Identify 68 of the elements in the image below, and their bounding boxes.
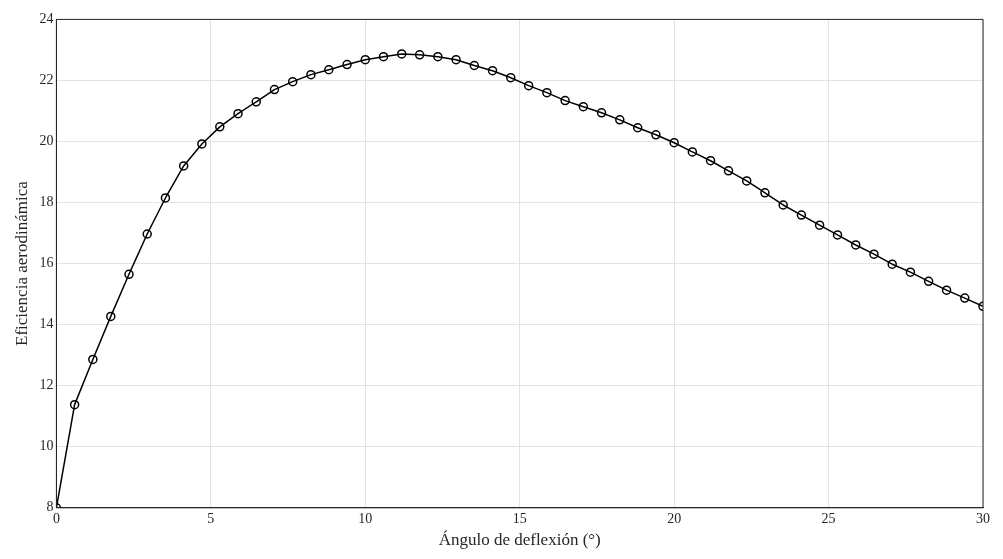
point xyxy=(832,230,843,240)
point xyxy=(741,176,752,186)
y-tick-label: 8 xyxy=(46,499,54,515)
point xyxy=(215,122,225,132)
x-tick-label: 20 xyxy=(667,510,682,526)
x-tick-label: 15 xyxy=(512,510,527,526)
point xyxy=(651,130,661,140)
y-tick-label: 16 xyxy=(39,255,54,271)
point xyxy=(560,95,570,106)
point xyxy=(69,399,80,410)
point xyxy=(905,267,916,277)
y-tick-label: 10 xyxy=(39,438,54,454)
y-tick-label: 14 xyxy=(39,316,54,332)
point xyxy=(723,166,734,176)
point xyxy=(160,193,171,203)
point xyxy=(778,200,788,210)
y-tick-label: 18 xyxy=(39,194,54,210)
point xyxy=(106,311,116,322)
point xyxy=(796,210,807,220)
point xyxy=(360,54,371,65)
point xyxy=(433,51,443,62)
point xyxy=(269,84,280,95)
point xyxy=(124,269,134,280)
point xyxy=(505,72,516,83)
x-tick-label: 30 xyxy=(976,510,990,526)
point xyxy=(760,188,770,198)
x-tick-label: 25 xyxy=(821,510,836,526)
point xyxy=(487,65,498,76)
point xyxy=(887,259,897,269)
point xyxy=(251,97,261,107)
point xyxy=(705,155,716,166)
point xyxy=(523,80,534,91)
point xyxy=(378,51,389,62)
point xyxy=(669,137,679,148)
y-tick-label: 22 xyxy=(39,72,54,88)
point xyxy=(960,293,970,303)
y-tick-label: 20 xyxy=(39,133,54,149)
x-tick-label: 0 xyxy=(52,510,60,526)
point xyxy=(687,147,698,157)
x-tick-label: 5 xyxy=(207,510,215,526)
point xyxy=(632,123,643,133)
point xyxy=(869,249,879,259)
point xyxy=(324,65,334,75)
point xyxy=(615,115,625,125)
point xyxy=(306,69,316,80)
point xyxy=(851,240,861,250)
point xyxy=(142,229,152,239)
point xyxy=(578,101,589,112)
point xyxy=(396,49,407,59)
point xyxy=(342,59,352,70)
point xyxy=(197,139,207,149)
point xyxy=(414,50,425,60)
point xyxy=(814,220,825,230)
point xyxy=(233,108,243,119)
point xyxy=(923,276,934,287)
point xyxy=(451,54,461,65)
point xyxy=(542,87,552,98)
point xyxy=(178,161,189,171)
point xyxy=(469,60,480,71)
point xyxy=(88,354,98,365)
y-tick-label: 24 xyxy=(39,11,54,27)
y-tick-label: 12 xyxy=(39,377,54,393)
x-tick-label: 10 xyxy=(358,510,373,526)
x-axis-title: Ángulo de deflexión (°) xyxy=(438,530,601,550)
point xyxy=(941,285,952,295)
point xyxy=(596,108,607,118)
point xyxy=(287,76,298,87)
y-axis-title: Eficiencia aerodinámica xyxy=(11,180,31,346)
